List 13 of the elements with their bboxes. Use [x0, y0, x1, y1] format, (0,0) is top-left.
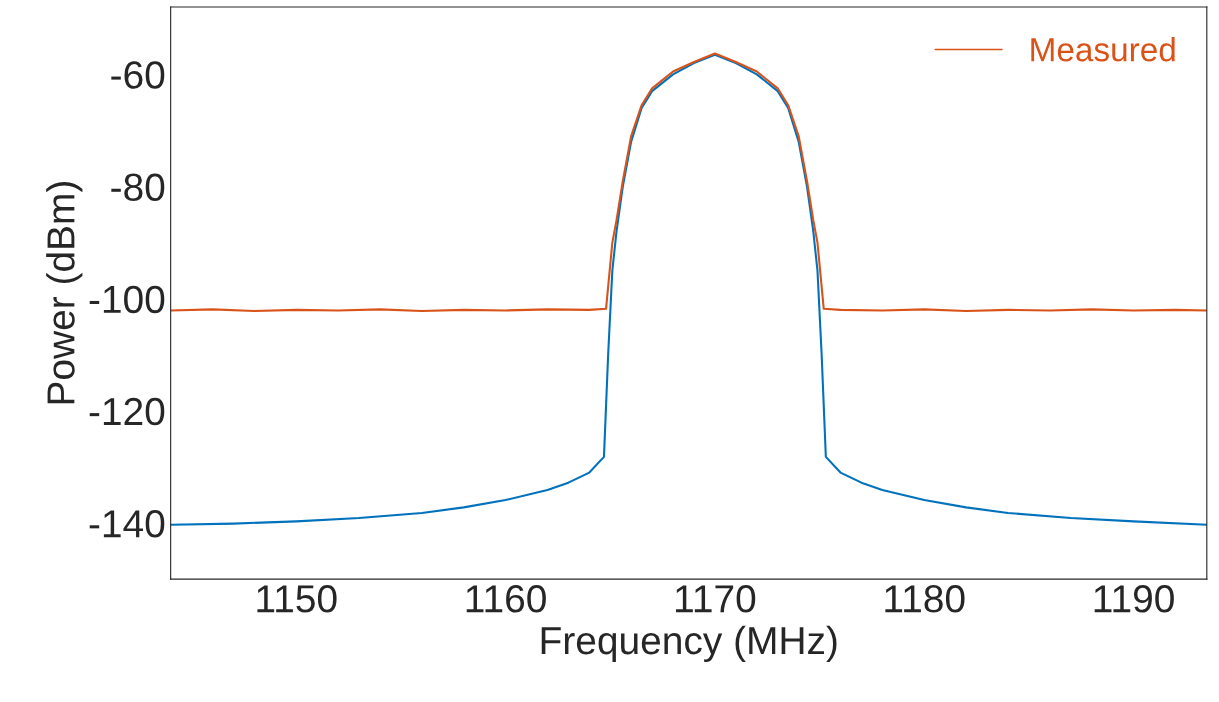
x-tick-label: 1170 [676, 585, 756, 613]
y-tick-label: -60 [111, 61, 165, 89]
x-axis-title: Frequency (MHz) [541, 625, 837, 663]
y-tick-label: -80 [111, 173, 165, 201]
y-tick-label: -120 [89, 397, 165, 426]
y-axis-title: Power (dBm) [46, 182, 83, 404]
x-tick-label: 1150 [257, 585, 337, 613]
y-tick-label: -100 [89, 285, 165, 314]
x-tick-label: 1160 [466, 585, 546, 613]
x-tick-label: 1190 [1094, 585, 1174, 613]
y-tick-label: -140 [89, 509, 165, 538]
x-tick-label: 1180 [885, 585, 965, 613]
legend-label: Measured [1031, 37, 1175, 62]
